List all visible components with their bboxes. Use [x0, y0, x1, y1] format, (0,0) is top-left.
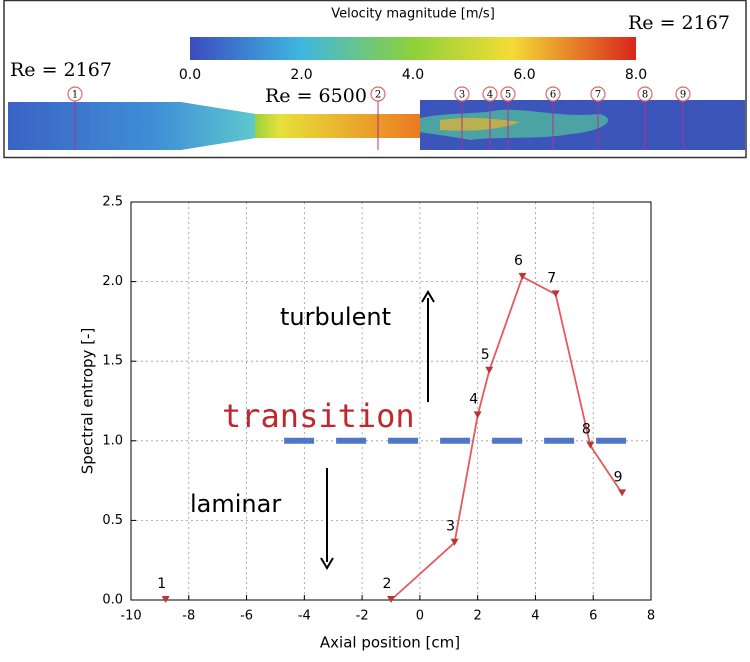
point-label: 2	[383, 576, 392, 592]
point-label: 5	[481, 347, 490, 363]
colorbar-tick-label: 0.0	[179, 67, 201, 83]
x-tick-label: 8	[647, 609, 655, 624]
turbulent-core	[440, 117, 520, 131]
station-marker	[637, 86, 653, 102]
point	[551, 290, 560, 298]
colorbar-tick-label: 6.0	[513, 67, 535, 83]
re-label: Re = 6500	[265, 85, 367, 107]
x-tick-label: -8	[182, 609, 195, 624]
y-tick-label: 2.5	[102, 195, 123, 210]
station-label: 6	[550, 90, 556, 101]
station-marker	[545, 86, 561, 102]
point-label: 7	[547, 270, 556, 286]
point-label: 8	[582, 422, 591, 438]
y-axis-label: Spectral entropy [-]	[79, 328, 97, 475]
x-tick-label: -2	[356, 609, 369, 624]
point	[387, 596, 395, 603]
station-marker	[454, 86, 470, 102]
station-marker	[675, 86, 691, 102]
x-tick-label: 0	[416, 609, 424, 624]
re-label: Re = 2167	[10, 59, 112, 81]
station-label: 9	[680, 90, 686, 101]
station-label: 1	[72, 90, 78, 101]
x-tick-label: -6	[240, 609, 253, 624]
turbulent-plume	[420, 109, 609, 140]
station-marker	[482, 86, 498, 102]
point-label: 1	[157, 576, 166, 592]
inlet	[8, 102, 255, 150]
colorbar-tick-label: 4.0	[402, 67, 424, 83]
point	[586, 441, 595, 449]
flow-frame	[3, 0, 747, 159]
y-tick-label: 0.0	[102, 593, 123, 608]
point	[450, 538, 459, 546]
x-tick-label: 6	[589, 609, 597, 624]
arrow-head	[320, 557, 334, 570]
point-label: 3	[446, 519, 455, 535]
colorbar-tick-label: 8.0	[625, 67, 647, 83]
point	[618, 489, 627, 497]
station-marker	[500, 86, 516, 102]
station-label: 8	[642, 90, 648, 101]
station-marker	[590, 86, 606, 102]
point	[161, 596, 170, 603]
arrow-head	[421, 290, 435, 303]
point	[473, 411, 482, 419]
y-tick-label: 2.0	[102, 274, 123, 289]
colorbar-title: Velocity magnitude [m/s]	[331, 7, 495, 22]
x-tick-label: 2	[474, 609, 482, 624]
station-label: 3	[459, 90, 465, 101]
point	[518, 272, 527, 280]
jet-core	[255, 114, 420, 138]
station-label: 4	[487, 90, 493, 101]
station-marker	[67, 86, 83, 102]
point-label: 9	[614, 469, 623, 485]
annotation: transition	[222, 397, 415, 435]
y-tick-label: 0.5	[102, 513, 123, 528]
x-tick-label: -4	[298, 609, 311, 624]
x-tick-label: -10	[120, 609, 141, 624]
station-label: 7	[595, 90, 601, 101]
station-label: 2	[375, 90, 381, 101]
re-label: Re = 2167	[628, 12, 730, 34]
station-label: 5	[505, 90, 511, 101]
annotation: turbulent	[280, 303, 391, 331]
station-marker	[370, 86, 386, 102]
point-label: 6	[514, 253, 523, 269]
y-tick-label: 1.0	[102, 433, 123, 448]
point-label: 4	[469, 391, 478, 407]
y-tick-label: 1.5	[102, 354, 123, 369]
x-axis-label: Axial position [cm]	[320, 634, 460, 652]
x-tick-label: 4	[531, 609, 539, 624]
colorbar-tick-label: 2.0	[290, 67, 312, 83]
series-line	[390, 275, 623, 601]
annotation: laminar	[190, 490, 281, 518]
point	[485, 366, 494, 374]
colorbar	[190, 37, 636, 60]
